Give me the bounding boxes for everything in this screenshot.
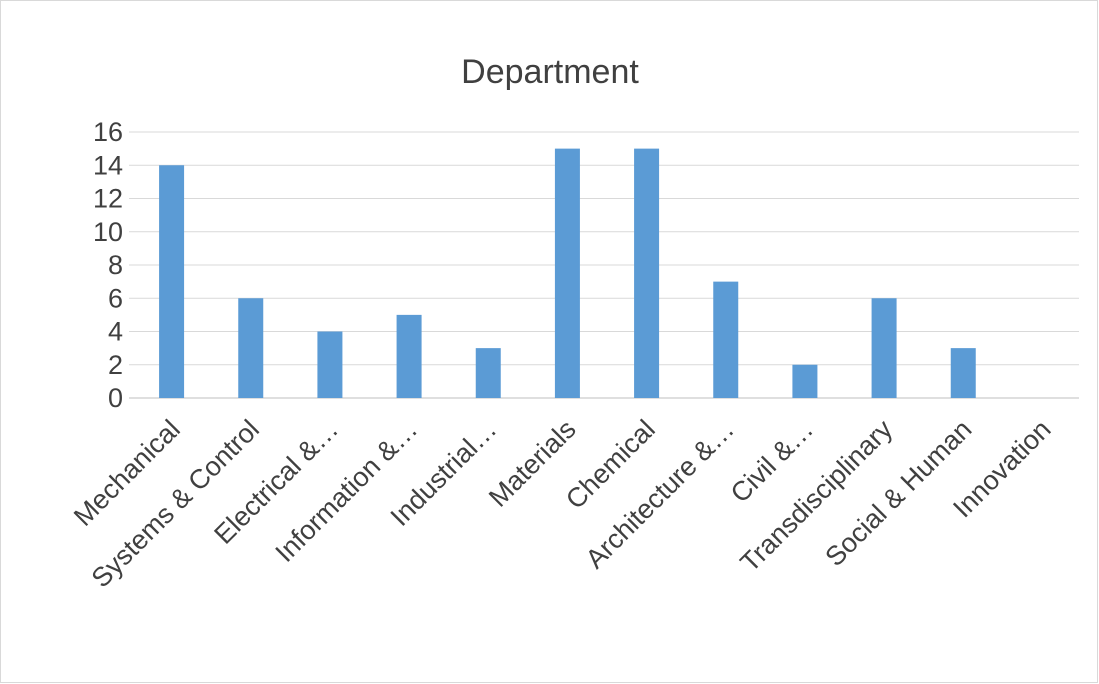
bar	[634, 148, 660, 398]
chart-title: Department	[461, 53, 639, 91]
bar	[871, 298, 897, 398]
y-tick-label: 6	[108, 283, 123, 313]
y-tick-label: 0	[108, 383, 123, 413]
y-tick-label: 12	[93, 184, 123, 214]
x-category-label: Architecture &…	[580, 414, 740, 574]
bar	[396, 314, 422, 398]
bar	[159, 165, 185, 398]
bar	[317, 331, 343, 398]
y-tick-label: 8	[108, 250, 123, 280]
y-tick-label: 10	[93, 217, 123, 247]
bars	[159, 148, 976, 398]
y-tick-label: 2	[108, 350, 123, 380]
bar	[238, 298, 264, 398]
bar	[554, 148, 580, 398]
y-tick-label: 14	[93, 150, 123, 180]
gridlines	[129, 131, 1079, 399]
bar	[475, 348, 501, 398]
x-category-label: Social & Human	[819, 414, 977, 572]
y-tick-label: 4	[108, 317, 123, 347]
x-category-label: Information &…	[269, 414, 423, 568]
bar	[713, 281, 739, 398]
bar	[950, 348, 976, 398]
y-tick-label: 16	[93, 117, 123, 147]
bar	[792, 364, 818, 398]
